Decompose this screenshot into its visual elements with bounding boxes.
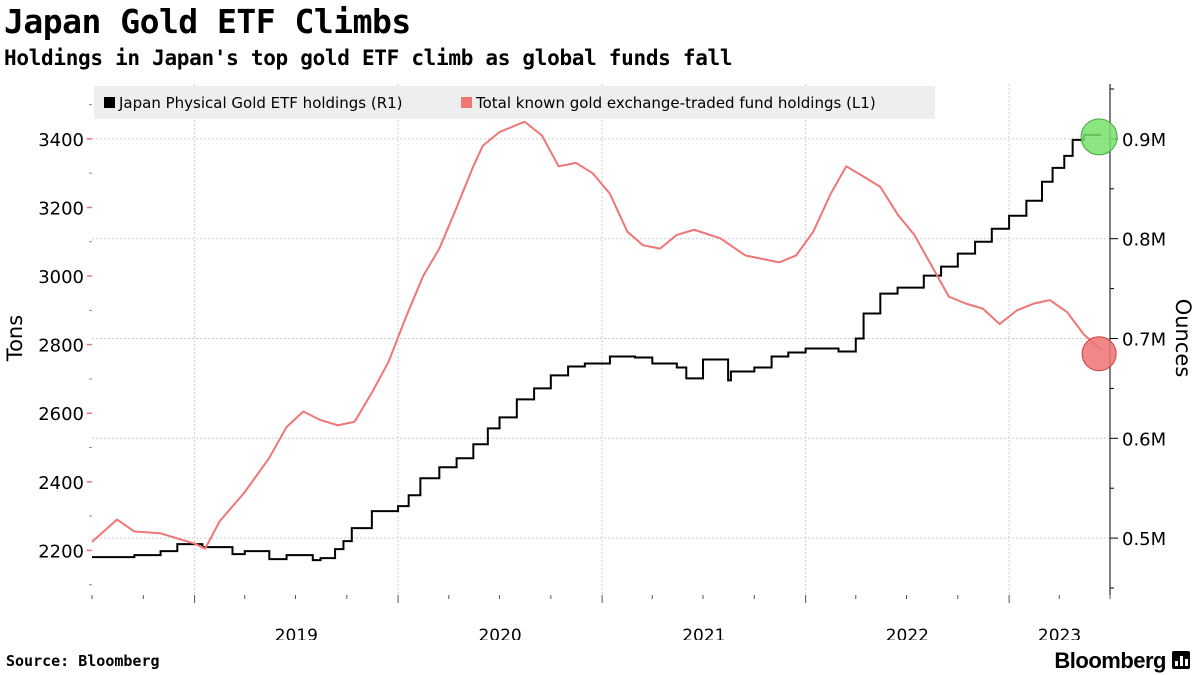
axes: 2019 2020 2021 2022 2023 2200 2400 2600 2800 3000… bbox=[3, 84, 1195, 640]
left-tick-label: 3400 bbox=[38, 130, 84, 151]
legend-swatch-total bbox=[461, 97, 472, 108]
chart-icon bbox=[1172, 651, 1190, 669]
right-tick-label: 0.6M bbox=[1122, 429, 1166, 450]
x-tick-label: 2023 bbox=[1038, 626, 1081, 640]
series-line-total-etf bbox=[91, 120, 1102, 550]
chart-title: Japan Gold ETF Climbs bbox=[4, 2, 411, 41]
x-tick-label: 2022 bbox=[886, 626, 929, 640]
left-tick-label: 2400 bbox=[38, 473, 84, 494]
right-tick-label: 0.8M bbox=[1122, 230, 1166, 251]
x-tick-label: 2019 bbox=[275, 626, 318, 640]
grid bbox=[92, 84, 1110, 595]
right-tick-label: 0.9M bbox=[1122, 130, 1166, 151]
left-tick-label: 2800 bbox=[38, 336, 84, 357]
right-tick-label: 0.7M bbox=[1122, 330, 1166, 351]
chart-subtitle: Holdings in Japan's top gold ETF climb a… bbox=[4, 46, 733, 70]
series-line-japan-etf bbox=[92, 133, 1102, 562]
legend: Japan Physical Gold ETF holdings (R1) Tot… bbox=[94, 86, 935, 119]
chart-canvas: 2019 2020 2021 2022 2023 2200 2400 2600 2800 3000… bbox=[3, 84, 1195, 640]
end-marker-japan bbox=[1080, 118, 1118, 156]
right-axis-title: Ounces bbox=[1171, 299, 1195, 378]
x-tick-label: 2020 bbox=[478, 626, 521, 640]
left-tick-label: 2200 bbox=[38, 541, 84, 562]
right-tick-label: 0.5M bbox=[1122, 529, 1166, 550]
left-tick-label: 2600 bbox=[38, 404, 84, 425]
end-markers bbox=[1080, 118, 1118, 372]
brand-logo: Bloomberg bbox=[1054, 648, 1166, 673]
x-tick-label: 2021 bbox=[682, 626, 725, 640]
series bbox=[91, 120, 1102, 562]
legend-background bbox=[94, 86, 935, 119]
left-tick-label: 3200 bbox=[38, 198, 84, 219]
left-axis-title: Tons bbox=[3, 315, 27, 362]
left-tick-label: 3000 bbox=[38, 267, 84, 288]
legend-label-japan: Japan Physical Gold ETF holdings (R1) bbox=[118, 94, 403, 112]
legend-label-total: Total known gold exchange-traded fund ho… bbox=[475, 94, 876, 112]
source-note: Source: Bloomberg bbox=[6, 652, 160, 670]
legend-swatch-japan bbox=[104, 97, 115, 108]
end-marker-total bbox=[1081, 336, 1117, 372]
